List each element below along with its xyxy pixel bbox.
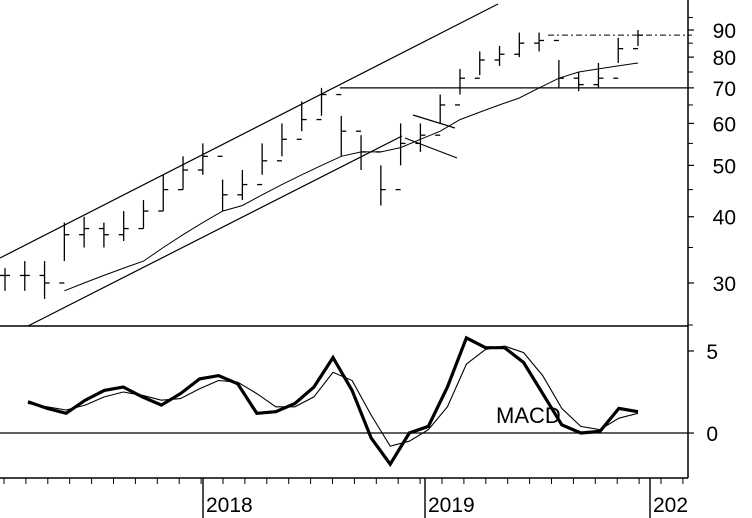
price-axis-tick-label: 80 bbox=[713, 47, 736, 70]
price-axis-tick-label: 90 bbox=[713, 20, 736, 43]
price-axis-tick-label: 30 bbox=[713, 273, 736, 296]
x-axis-year-label: 2019 bbox=[428, 494, 475, 517]
price-axis-tick-label: 60 bbox=[713, 113, 736, 136]
x-axis-year-label: 202 bbox=[653, 494, 688, 517]
price-marks bbox=[0, 3, 692, 327]
macd-line bbox=[27, 335, 639, 468]
x-axis-year-label: 2018 bbox=[206, 494, 253, 517]
flag-upper-line bbox=[412, 114, 456, 129]
price-axis-tick-label: 40 bbox=[713, 207, 736, 230]
price-axis-tick-label: 70 bbox=[713, 78, 736, 101]
moving-average-line bbox=[64, 62, 639, 292]
macd-marks bbox=[0, 335, 688, 468]
price-axis-tick-label: 50 bbox=[713, 155, 736, 178]
flag-lower-line bbox=[404, 137, 458, 159]
macd-label: MACD bbox=[496, 403, 561, 428]
macd-signal-line bbox=[27, 345, 639, 447]
upper-channel-line bbox=[0, 3, 499, 259]
macd-axis-tick-label: 5 bbox=[706, 341, 718, 364]
lower-channel-line bbox=[27, 135, 403, 327]
macd-axis-tick-label: 0 bbox=[706, 423, 718, 446]
